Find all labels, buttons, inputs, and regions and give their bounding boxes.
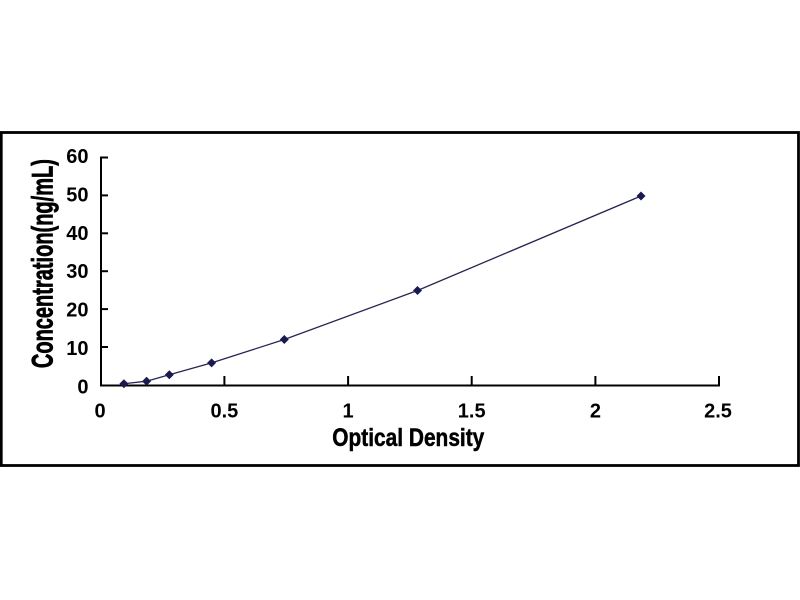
svg-text:30: 30: [66, 261, 88, 283]
svg-text:Optical Density: Optical Density: [332, 424, 484, 452]
svg-text:2: 2: [590, 400, 601, 422]
svg-text:10: 10: [66, 338, 88, 360]
svg-text:Concentration(ng/mL): Concentration(ng/mL): [27, 159, 60, 368]
svg-text:20: 20: [66, 300, 88, 322]
svg-text:50: 50: [66, 184, 88, 206]
svg-text:0: 0: [77, 377, 88, 399]
svg-text:2.5: 2.5: [704, 400, 732, 422]
svg-text:0.5: 0.5: [210, 400, 238, 422]
svg-text:1.5: 1.5: [458, 400, 486, 422]
svg-text:60: 60: [66, 146, 88, 168]
svg-text:40: 40: [66, 223, 88, 245]
svg-text:1: 1: [343, 400, 354, 422]
svg-text:0: 0: [94, 400, 105, 422]
